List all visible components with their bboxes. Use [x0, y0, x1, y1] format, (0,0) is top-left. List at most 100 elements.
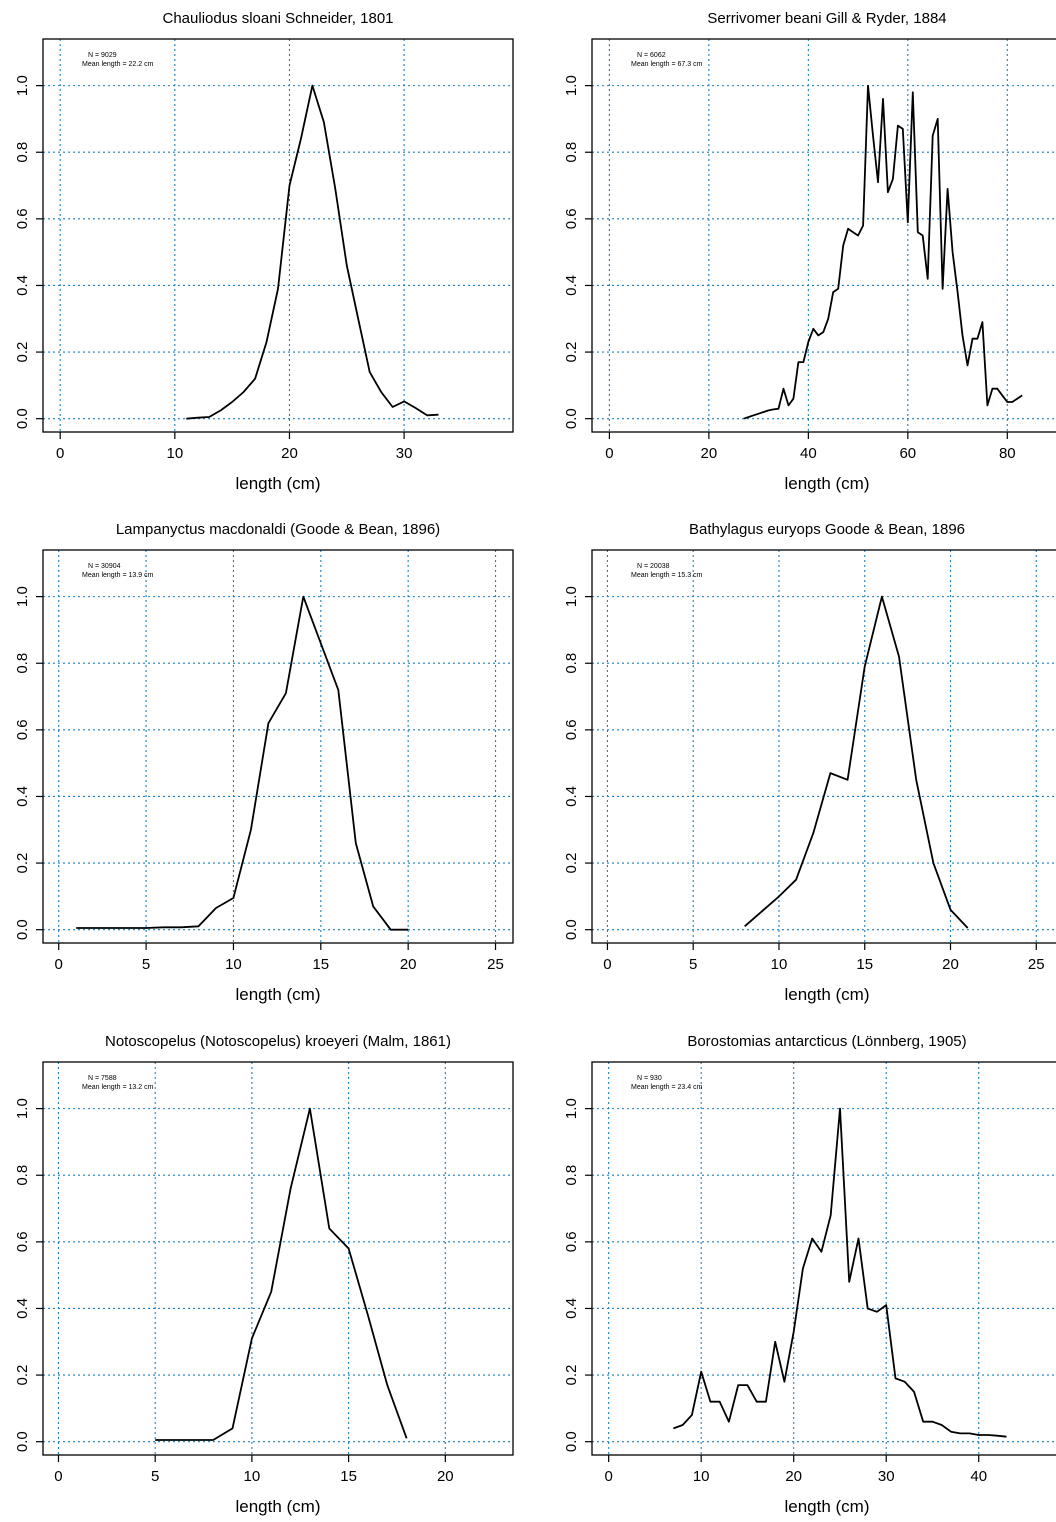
y-tick-label: 0.6: [563, 1231, 580, 1252]
y-tick-label: 1.0: [563, 586, 580, 607]
x-tick-label: 40: [970, 1468, 987, 1485]
y-tick-label: 0.4: [14, 275, 31, 296]
x-tick-label: 20: [281, 445, 298, 462]
x-tick-label: 0: [54, 1468, 62, 1485]
series-line: [186, 84, 439, 420]
y-tick-label: 0.6: [563, 208, 580, 229]
chart-panel-1: Chauliodus sloani Schneider, 1801 0 10 20 30…: [14, 10, 514, 493]
x-tick-label: 25: [487, 956, 504, 973]
x-tick-label: 10: [225, 956, 242, 973]
y-tick-label: 1.0: [14, 75, 31, 96]
y-tick-label: 0.8: [563, 653, 580, 674]
plot-frame: [42, 38, 514, 433]
y-tick-label: 0.0: [14, 919, 31, 940]
y-tick-label: 0.2: [14, 853, 31, 874]
y-tick-label: 0.4: [14, 786, 31, 807]
x-tick-label: 40: [800, 445, 817, 462]
x-axis-label: length (cm): [235, 474, 320, 493]
x-tick-label: 10: [693, 1468, 710, 1485]
x-tick-label: 10: [166, 445, 183, 462]
x-axis-label: length (cm): [235, 985, 320, 1004]
y-tick-label: 0.2: [563, 853, 580, 874]
x-tick-label: 5: [151, 1468, 159, 1485]
y-tick-label: 0.0: [563, 408, 580, 429]
y-tick-label: 0.8: [14, 1165, 31, 1186]
x-tick-label: 30: [878, 1468, 895, 1485]
y-tick-label: 0.0: [563, 1431, 580, 1452]
y-tick-label: 0.6: [14, 1231, 31, 1252]
plot-frame: [591, 1061, 1056, 1456]
mean-length-label: Mean length = 13.2 cm: [82, 1084, 154, 1091]
x-tick-label: 20: [785, 1468, 802, 1485]
series-line: [743, 84, 1023, 420]
y-tick-label: 0.0: [563, 919, 580, 940]
y-tick-label: 0.8: [14, 142, 31, 163]
mean-length-label: Mean length = 15.3 cm: [631, 572, 703, 579]
y-tick-label: 1.0: [563, 1098, 580, 1119]
x-tick-label: 10: [771, 956, 788, 973]
x-tick-label: 10: [244, 1468, 261, 1485]
x-tick-label: 15: [312, 956, 329, 973]
sample-size-label: N = 30904: [88, 563, 121, 570]
y-tick-label: 1.0: [563, 75, 580, 96]
chart-title: Bathylagus euryops Goode & Bean, 1896: [689, 521, 965, 538]
y-tick-label: 0.4: [563, 275, 580, 296]
chart-title: Borostomias antarcticus (Lönnberg, 1905): [687, 1033, 966, 1050]
y-tick-label: 0.6: [14, 719, 31, 740]
mean-length-label: Mean length = 23.4 cm: [631, 1084, 703, 1091]
mean-length-label: Mean length = 22.2 cm: [82, 61, 154, 68]
sample-size-label: N = 930: [637, 1075, 662, 1082]
y-tick-label: 1.0: [14, 586, 31, 607]
x-axis-label: length (cm): [784, 1497, 869, 1516]
y-tick-label: 0.8: [14, 653, 31, 674]
x-axis-label: length (cm): [784, 474, 869, 493]
x-tick-label: 80: [999, 445, 1016, 462]
y-tick-label: 0.4: [563, 1298, 580, 1319]
chart-panel-5: Notoscopelus (Notoscopelus) kroeyeri (Ma…: [14, 1033, 514, 1516]
x-tick-label: 5: [142, 956, 150, 973]
y-tick-label: 0.8: [563, 142, 580, 163]
series-line: [155, 1107, 408, 1441]
sample-size-label: N = 6062: [637, 52, 666, 59]
y-tick-label: 0.0: [14, 1431, 31, 1452]
x-tick-label: 30: [396, 445, 413, 462]
chart-panel-6: Borostomias antarcticus (Lönnberg, 1905)…: [563, 1033, 1056, 1516]
plot-frame: [591, 549, 1056, 944]
x-tick-label: 25: [1028, 956, 1045, 973]
x-tick-label: 0: [56, 445, 64, 462]
y-tick-label: 0.2: [14, 342, 31, 363]
chart-title: Lampanyctus macdonaldi (Goode & Bean, 18…: [116, 521, 440, 538]
x-tick-label: 0: [605, 445, 613, 462]
x-tick-label: 20: [400, 956, 417, 973]
sample-size-label: N = 20038: [637, 563, 670, 570]
x-tick-label: 0: [603, 956, 611, 973]
x-axis-label: length (cm): [784, 985, 869, 1004]
chart-panel-4: Bathylagus euryops Goode & Bean, 1896 0 5 1…: [563, 521, 1056, 1004]
series-line: [673, 1107, 1007, 1438]
y-tick-label: 0.2: [14, 1365, 31, 1386]
sample-size-label: N = 7588: [88, 1075, 117, 1082]
y-tick-label: 0.4: [14, 1298, 31, 1319]
y-tick-label: 0.2: [563, 1365, 580, 1386]
plot-frame: [591, 38, 1056, 433]
chart-panel-3: Lampanyctus macdonaldi (Goode & Bean, 18…: [14, 521, 514, 1004]
x-tick-label: 20: [437, 1468, 454, 1485]
y-tick-label: 1.0: [14, 1098, 31, 1119]
plot-frame: [42, 549, 514, 944]
y-tick-label: 0.8: [563, 1165, 580, 1186]
x-tick-label: 15: [340, 1468, 357, 1485]
plot-frame: [42, 1061, 514, 1456]
y-tick-label: 0.6: [14, 208, 31, 229]
y-tick-label: 0.0: [14, 408, 31, 429]
x-tick-label: 15: [856, 956, 873, 973]
y-tick-label: 0.6: [563, 719, 580, 740]
x-tick-label: 20: [942, 956, 959, 973]
y-tick-label: 0.4: [563, 786, 580, 807]
series-line: [744, 595, 969, 929]
x-tick-label: 20: [701, 445, 718, 462]
x-tick-label: 60: [899, 445, 916, 462]
sample-size-label: N = 9029: [88, 52, 117, 59]
chart-title: Chauliodus sloani Schneider, 1801: [163, 10, 394, 27]
x-tick-label: 0: [55, 956, 63, 973]
